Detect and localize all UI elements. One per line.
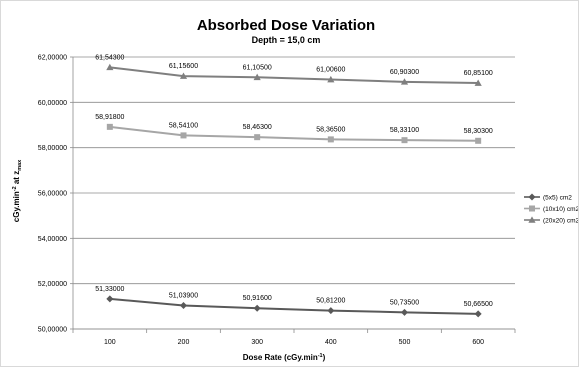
y-tick-label: 56,00000 <box>38 191 67 198</box>
x-tick-label: 600 <box>472 339 484 346</box>
data-label: 61,10500 <box>243 64 272 71</box>
data-point-square <box>106 123 113 130</box>
chart-subtitle: Depth = 15,0 cm <box>252 35 321 45</box>
x-axis-label: Dose Rate (cGy.min-1) <box>243 353 326 362</box>
data-label: 61,00600 <box>316 67 345 74</box>
series-line-1 <box>109 125 479 142</box>
data-point-triangle <box>253 73 261 81</box>
series-line-0 <box>109 297 479 315</box>
y-tick-label: 50,00000 <box>38 327 67 334</box>
data-label: 51,03900 <box>169 292 198 299</box>
x-tick-labels: 100 200 300 400 500 600 <box>104 339 484 346</box>
data-point-diamond <box>253 304 261 312</box>
chart-title: Absorbed Dose Variation <box>197 17 375 34</box>
data-point-square <box>529 205 535 212</box>
legend-entry: (5x5) cm2 <box>543 194 572 201</box>
data-point-square <box>401 137 408 144</box>
y-tick-label: 54,00000 <box>38 236 67 243</box>
data-point-diamond <box>401 308 408 316</box>
data-point-triangle <box>106 63 114 71</box>
data-point-diamond <box>180 301 187 309</box>
data-point-triangle <box>179 72 188 79</box>
data-label: 58,36500 <box>316 126 345 133</box>
data-label: 58,46300 <box>243 124 272 131</box>
data-point-triangle <box>528 216 536 223</box>
x-tick-label: 100 <box>104 339 116 346</box>
legend-entry: (10x10) cm2 <box>543 206 578 213</box>
data-label: 60,90300 <box>390 69 419 76</box>
data-label: 50,66500 <box>464 301 493 308</box>
data-label: 58,91800 <box>95 114 124 121</box>
x-tick-label: 200 <box>178 339 190 346</box>
data-label: 58,54100 <box>169 122 198 129</box>
y-tick-label: 58,00000 <box>38 145 67 152</box>
x-tick-label: 300 <box>251 339 263 346</box>
data-point-triangle <box>400 78 409 85</box>
data-label: 50,81200 <box>316 298 345 305</box>
y-tick-label: 52,00000 <box>38 281 67 288</box>
data-label: 58,30300 <box>464 128 493 135</box>
data-label: 60,85100 <box>464 70 493 77</box>
legend: (5x5) cm2 (10x10) cm2 (20x20) cm2 <box>524 193 578 224</box>
x-tick-label: 500 <box>399 339 411 346</box>
data-point-square <box>254 134 261 141</box>
axes <box>70 56 516 333</box>
y-tick-label: 62,00000 <box>38 55 67 62</box>
y-tick-label: 60,00000 <box>38 100 67 107</box>
data-point-triangle <box>327 75 335 83</box>
data-point-square <box>475 137 482 144</box>
data-label: 61,15600 <box>169 63 198 70</box>
series-line-2 <box>109 66 479 85</box>
data-labels: 51,33000 51,03900 50,91600 50,81200 50,73500… <box>95 54 493 308</box>
data-label: 61,54300 <box>95 54 124 61</box>
data-point-square <box>180 132 187 139</box>
data-point-diamond <box>528 193 536 201</box>
data-point-diamond <box>106 295 114 303</box>
data-point-square <box>327 136 334 143</box>
x-tick-label: 400 <box>325 339 337 346</box>
y-axis-label: cGy.min-2 at zmax <box>12 159 23 222</box>
legend-entry: (20x20) cm2 <box>543 217 578 224</box>
data-point-diamond <box>327 307 335 315</box>
data-label: 50,91600 <box>243 295 272 302</box>
data-label: 51,33000 <box>95 286 124 293</box>
y-tick-labels: 50,00000 52,00000 54,00000 56,00000 58,00000… <box>38 55 67 334</box>
data-label: 58,33100 <box>390 127 419 134</box>
gridlines <box>73 56 515 330</box>
series <box>106 63 482 318</box>
data-label: 50,73500 <box>390 299 419 306</box>
data-point-triangle <box>474 79 482 86</box>
data-point-diamond <box>474 310 482 318</box>
